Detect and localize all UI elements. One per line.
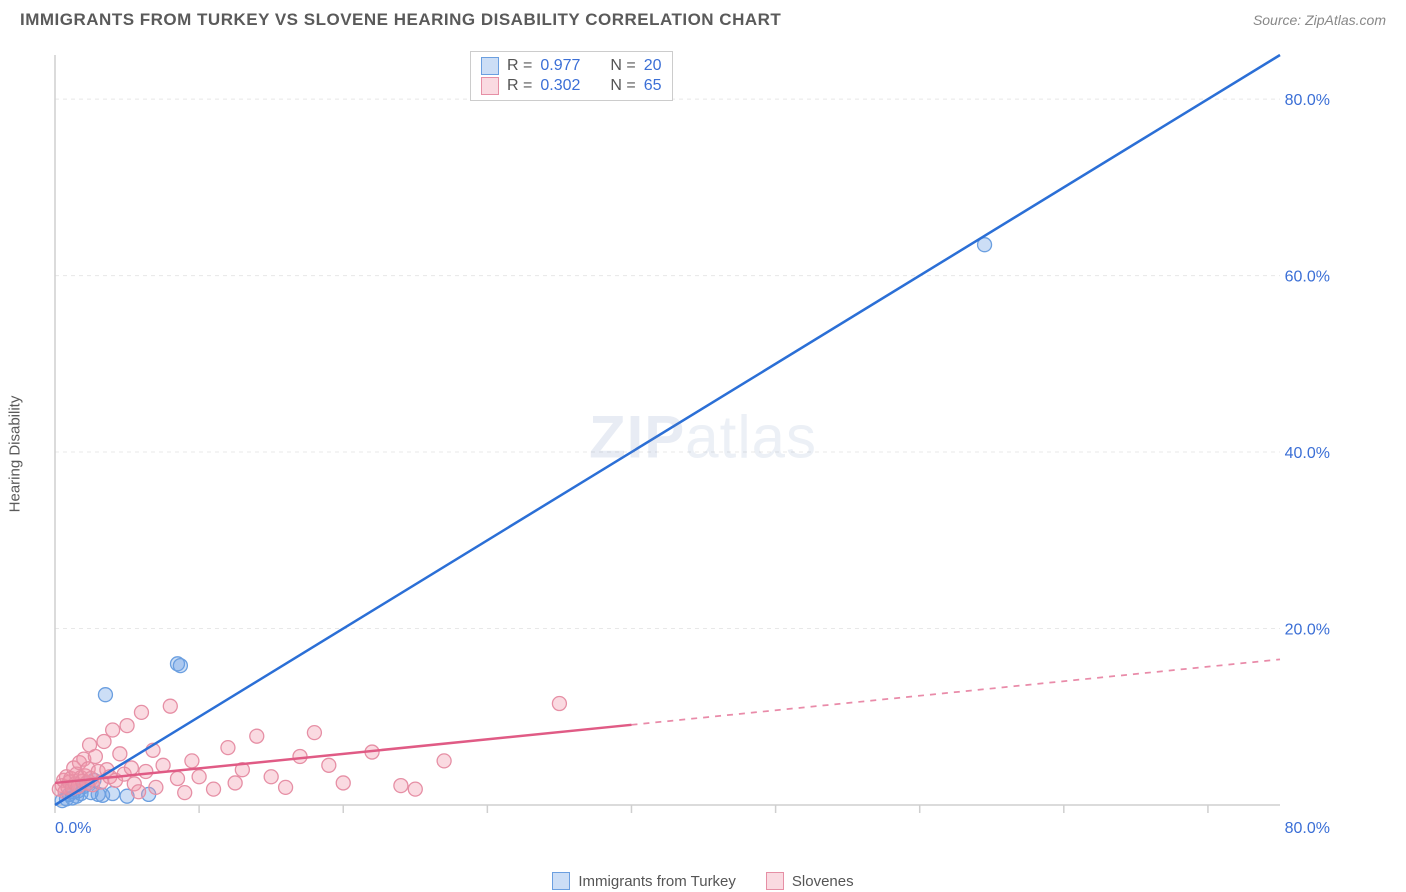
correlation-chart-svg: 20.0% 40.0% 60.0% 80.0% 0.0% 80.0% — [20, 45, 1330, 835]
legend-series: Immigrants from Turkey Slovenes — [0, 872, 1406, 890]
legend-swatch — [481, 77, 499, 95]
legend-stat-row: R =0.977N =20 — [481, 56, 662, 76]
y-axis-label: Hearing Disability — [7, 395, 24, 512]
legend-swatch — [481, 57, 499, 75]
svg-text:0.0%: 0.0% — [55, 820, 91, 835]
chart-area: Hearing Disability 20.0%40.0%60.0%80.0%0… — [20, 45, 1386, 862]
legend-series-item: Slovenes — [766, 872, 854, 890]
source-attribution: Source: ZipAtlas.com — [1253, 12, 1386, 28]
header: IMMIGRANTS FROM TURKEY VS SLOVENE HEARIN… — [0, 0, 1406, 35]
svg-text:80.0%: 80.0% — [1285, 820, 1330, 835]
legend-stats: R =0.977N =20R =0.302N =65 — [470, 51, 673, 101]
legend-label: Slovenes — [792, 873, 854, 890]
svg-text:80.0%: 80.0% — [1285, 92, 1330, 109]
legend-stat-row: R =0.302N =65 — [481, 76, 662, 96]
svg-text:40.0%: 40.0% — [1285, 445, 1330, 462]
legend-label: Immigrants from Turkey — [578, 873, 736, 890]
svg-text:20.0%: 20.0% — [1285, 622, 1330, 639]
legend-swatch — [552, 872, 570, 890]
legend-series-item: Immigrants from Turkey — [552, 872, 736, 890]
legend-swatch — [766, 872, 784, 890]
chart-title: IMMIGRANTS FROM TURKEY VS SLOVENE HEARIN… — [20, 10, 781, 30]
svg-text:60.0%: 60.0% — [1285, 269, 1330, 286]
